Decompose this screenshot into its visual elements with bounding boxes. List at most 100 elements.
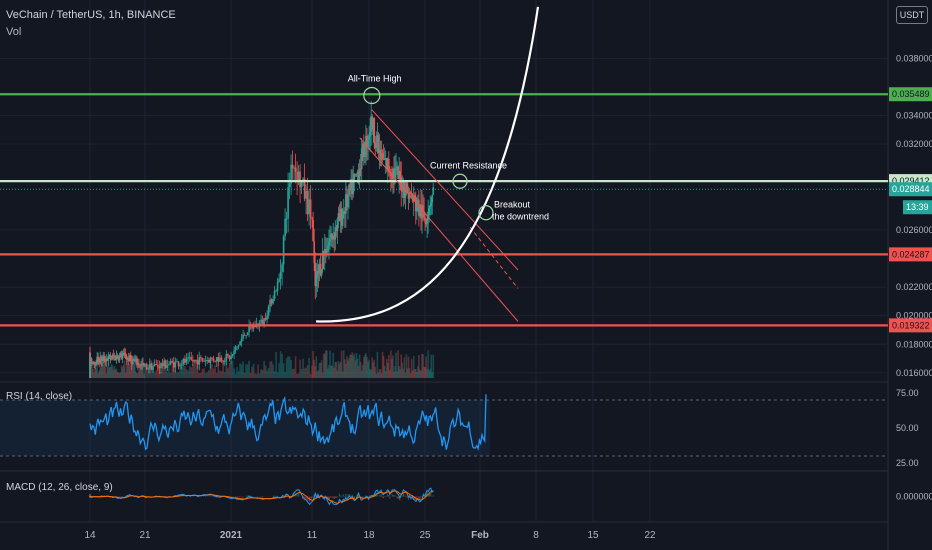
volume-bar <box>290 359 292 378</box>
candle-body <box>354 174 357 176</box>
candle-body <box>237 345 240 347</box>
price-tick-label: 0.032000 <box>896 139 932 149</box>
volume-bar <box>237 371 240 378</box>
volume-bar <box>142 368 144 378</box>
candle-body <box>172 362 175 368</box>
macd-histogram-bar <box>392 495 395 497</box>
macd-histogram-bar <box>397 496 400 499</box>
volume-bar <box>306 365 309 378</box>
macd-histogram-bar <box>118 496 120 498</box>
volume-bar <box>370 369 372 378</box>
volume-bar <box>348 358 350 378</box>
candle-body <box>309 199 312 218</box>
volume-bar <box>353 353 356 378</box>
volume-bar <box>134 363 136 378</box>
volume-bar <box>89 373 91 378</box>
volume-bar <box>89 372 91 378</box>
candle-body <box>153 364 156 367</box>
volume-bar <box>302 358 304 378</box>
candle-body <box>171 361 173 363</box>
macd-histogram-bar <box>425 493 427 497</box>
volume-bar <box>144 364 146 378</box>
candle-body <box>126 357 129 360</box>
candle-body <box>168 364 170 366</box>
volume-bar <box>102 364 105 378</box>
volume-bar <box>335 362 338 378</box>
candle-body <box>142 363 144 365</box>
volume-bar <box>396 371 398 378</box>
currency-button[interactable]: USDT <box>896 6 928 24</box>
volume-bar <box>89 370 91 378</box>
macd-histogram-bar <box>409 496 411 499</box>
candle-body <box>223 360 226 362</box>
volume-bar <box>129 364 132 378</box>
volume-label: Vol <box>6 26 22 38</box>
candle-body <box>375 142 378 149</box>
volume-bar <box>349 354 351 378</box>
volume-bar <box>431 372 434 378</box>
volume-bar <box>89 365 91 378</box>
macd-histogram-bar <box>231 496 233 498</box>
macd-histogram-bar <box>345 493 347 497</box>
volume-bar <box>272 364 274 378</box>
candle-body <box>407 192 410 199</box>
volume-bar <box>275 351 277 378</box>
volume-bar <box>90 364 92 378</box>
rsi-tick-label: 75.00 <box>896 388 919 398</box>
macd-histogram-bar <box>402 493 405 497</box>
candle-body <box>431 194 434 203</box>
candle-body <box>157 364 159 367</box>
macd-histogram-bar <box>310 496 313 499</box>
volume-bar <box>383 365 386 378</box>
volume-bar <box>89 370 91 378</box>
volume-bar <box>386 362 389 378</box>
volume-bar <box>136 373 138 378</box>
volume-bar <box>364 354 366 378</box>
volume-bar <box>299 359 301 378</box>
candle-body <box>198 357 201 365</box>
volume-bar <box>284 371 286 378</box>
candle-body <box>370 116 372 133</box>
volume-bar <box>278 363 280 378</box>
candle-body <box>184 358 186 363</box>
volume-bar <box>422 354 424 378</box>
candle-body <box>291 164 294 169</box>
candle-body <box>368 136 370 141</box>
volume-bar <box>91 367 93 378</box>
candle-body <box>243 334 246 336</box>
candle-body <box>399 170 402 178</box>
volume-bar <box>158 365 161 378</box>
candle-body <box>122 352 125 356</box>
time-tick-label: Feb <box>471 530 489 541</box>
candle-body <box>299 171 301 188</box>
candle-body <box>211 357 213 359</box>
candle-body <box>352 180 355 195</box>
candle-body <box>117 357 120 361</box>
candle-body <box>418 199 420 216</box>
volume-bar <box>312 350 314 378</box>
volume-bar <box>359 362 362 378</box>
candle-body <box>236 346 238 348</box>
volume-bar <box>150 360 153 378</box>
volume-bar <box>203 368 205 378</box>
candle-body <box>222 360 224 362</box>
volume-bar <box>222 360 224 378</box>
annotation-resistance: Current Resistance <box>430 160 507 170</box>
candle-body <box>212 358 215 361</box>
volume-bar <box>188 366 191 378</box>
volume-bar <box>317 370 320 378</box>
candle-body <box>340 208 343 226</box>
candle-body <box>182 358 185 365</box>
candle-body <box>397 166 399 179</box>
volume-bar <box>242 361 244 378</box>
candle-body <box>195 359 197 361</box>
volume-bar <box>179 370 181 378</box>
volume-bar <box>114 369 117 378</box>
volume-bar <box>89 373 91 378</box>
candle-body <box>416 207 418 212</box>
macd-histogram-bar <box>329 496 332 498</box>
macd-histogram-bar <box>428 492 431 497</box>
volume-bar <box>89 370 91 378</box>
volume-bar <box>163 364 165 378</box>
